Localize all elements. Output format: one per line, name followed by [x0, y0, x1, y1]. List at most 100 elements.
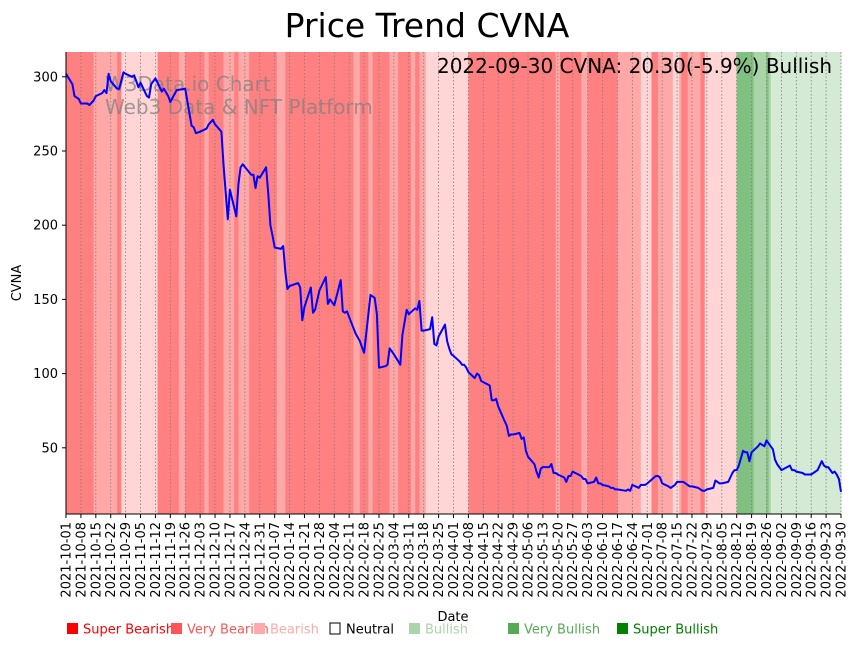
x-tick-label: 2022-09-16	[805, 522, 820, 598]
sentiment-band-bearish	[353, 52, 361, 514]
legend: Super Bearish Very Bearish Bearish Neutral B…	[67, 622, 718, 638]
x-tick-label: 2022-05-06	[522, 522, 537, 598]
x-tick-label: 2022-04-22	[492, 522, 507, 598]
sentiment-band-bearish	[581, 52, 588, 514]
legend-item-super-bullish: Super Bullish	[617, 623, 718, 638]
x-tick-label: 2022-07-22	[685, 522, 700, 598]
sentiment-band-very-bearish	[323, 52, 333, 514]
latest-price-annotation: 2022-09-30 CVNA: 20.30(-5.9%) Bullish	[437, 54, 832, 78]
sentiment-band-very-bearish	[404, 52, 412, 514]
x-tick-label: 2022-06-17	[611, 522, 626, 598]
x-tick-label: 2022-09-23	[820, 522, 835, 598]
legend-label: Bullish	[425, 623, 468, 638]
sentiment-band-very-bearish	[117, 52, 122, 514]
sentiment-band-very-bearish	[559, 52, 582, 514]
sentiment-band-very-bearish	[651, 52, 659, 514]
y-axis-label: CVNA	[10, 265, 25, 302]
sentiment-band-bearish	[419, 52, 427, 514]
x-tick-label: 2021-11-12	[149, 522, 164, 598]
sentiment-band-bearish	[410, 52, 416, 514]
x-tick-label: 2021-10-29	[119, 522, 134, 598]
x-tick-label: 2022-06-10	[596, 522, 611, 598]
x-tick-label: 2022-02-25	[372, 522, 387, 598]
legend-item-bearish: Bearish	[254, 623, 319, 638]
sentiment-band-very-bearish	[372, 52, 382, 514]
sentiment-band-bullish	[753, 52, 767, 514]
y-tick-label: 100	[33, 367, 58, 382]
x-tick-label: 2022-04-08	[462, 522, 477, 598]
legend-label: Very Bullish	[524, 623, 600, 638]
sentiment-band-bearish	[368, 52, 373, 514]
x-tick-label: 2022-09-02	[775, 522, 790, 598]
x-tick-label: 2022-08-05	[715, 522, 730, 598]
sentiment-band-light-bearish	[425, 52, 469, 514]
sentiment-band-bearish	[276, 52, 286, 514]
x-tick-label: 2021-12-31	[253, 522, 268, 598]
x-tick-label: 2022-07-08	[656, 522, 671, 598]
sentiment-band-very-bearish	[398, 52, 405, 514]
legend-label: Very Bearish	[187, 623, 269, 638]
vertical-gridlines	[65, 52, 842, 514]
x-tick-label: 2021-10-22	[104, 522, 119, 598]
x-tick-label: 2022-01-21	[298, 522, 313, 598]
x-tick-label: 2022-03-18	[417, 522, 432, 598]
x-tick-label: 2022-02-18	[358, 522, 373, 598]
y-tick-label: 200	[33, 219, 58, 234]
y-ticks: 50 100 150 200 250 300	[33, 70, 66, 456]
x-tick-label: 2021-12-17	[223, 522, 238, 598]
sentiment-band-bearish	[223, 52, 235, 514]
x-tick-label: 2021-11-05	[134, 522, 149, 598]
legend-label: Super Bearish	[83, 623, 174, 638]
sentiment-band-bullish	[768, 52, 772, 514]
legend-item-super-bearish: Super Bearish	[67, 623, 174, 638]
legend-label: Bearish	[270, 623, 319, 638]
sentiment-band-very-bearish	[700, 52, 706, 514]
sentiment-band-bearish	[93, 52, 118, 514]
legend-swatch	[508, 623, 519, 634]
x-tick-label: 2022-05-20	[551, 522, 566, 598]
sentiment-band-very-bearish	[415, 52, 420, 514]
sentiment-band-very-bearish	[157, 52, 180, 514]
sentiment-band-light-bearish	[723, 52, 737, 514]
x-tick-label: 2021-11-26	[179, 522, 194, 598]
sentiment-band-very-bearish	[381, 52, 390, 514]
sentiment-band-very-bearish	[66, 52, 94, 514]
x-axis-label: Date	[437, 610, 468, 625]
x-tick-label: 2022-04-01	[447, 522, 462, 598]
x-tick-label: 2021-10-08	[74, 522, 89, 598]
price-line-cvna	[65, 71, 842, 493]
x-tick-label: 2021-11-19	[164, 522, 179, 598]
y-tick-label: 150	[33, 293, 58, 308]
x-tick-label: 2022-07-01	[641, 522, 656, 598]
legend-swatch	[329, 622, 341, 635]
sentiment-band-light-bearish	[121, 52, 158, 514]
sentiment-band-very-bearish	[251, 52, 278, 514]
watermark-line-2: Web3 Data & NFT Platform	[105, 95, 373, 119]
x-tick-label: 2022-05-13	[536, 522, 551, 598]
sentiment-band-very-bullish	[736, 52, 746, 514]
y-tick-label: 250	[33, 144, 58, 159]
x-tick-label: 2022-09-30	[835, 522, 850, 598]
legend-item-very-bearish: Very Bearish	[171, 623, 269, 638]
legend-item-bullish: Bullish	[409, 623, 468, 638]
sentiment-band-light-bearish	[640, 52, 652, 514]
sentiment-band-very-bearish	[249, 52, 252, 514]
x-tick-label: 2022-01-28	[313, 522, 328, 598]
sentiment-band-bearish	[617, 52, 642, 514]
x-tick-label: 2022-04-29	[507, 522, 522, 598]
x-tick-label: 2021-10-01	[60, 522, 75, 598]
y-tick-label: 300	[33, 70, 58, 85]
legend-swatch	[617, 623, 628, 634]
y-tick-label: 50	[41, 441, 58, 456]
sentiment-band-light-bearish	[672, 52, 680, 514]
legend-swatch	[254, 623, 265, 634]
x-tick-label: 2022-08-19	[745, 522, 760, 598]
x-tick-label: 2022-03-25	[432, 522, 447, 598]
sentiment-band-bearish	[204, 52, 209, 514]
x-tick-label: 2022-03-11	[402, 522, 417, 598]
legend-label: Super Bullish	[633, 623, 718, 638]
sentiment-band-very-bearish	[208, 52, 224, 514]
x-tick-label: 2022-09-09	[790, 522, 805, 598]
sentiment-band-very-bullish	[766, 52, 769, 514]
x-tick-label: 2022-06-24	[626, 522, 641, 598]
